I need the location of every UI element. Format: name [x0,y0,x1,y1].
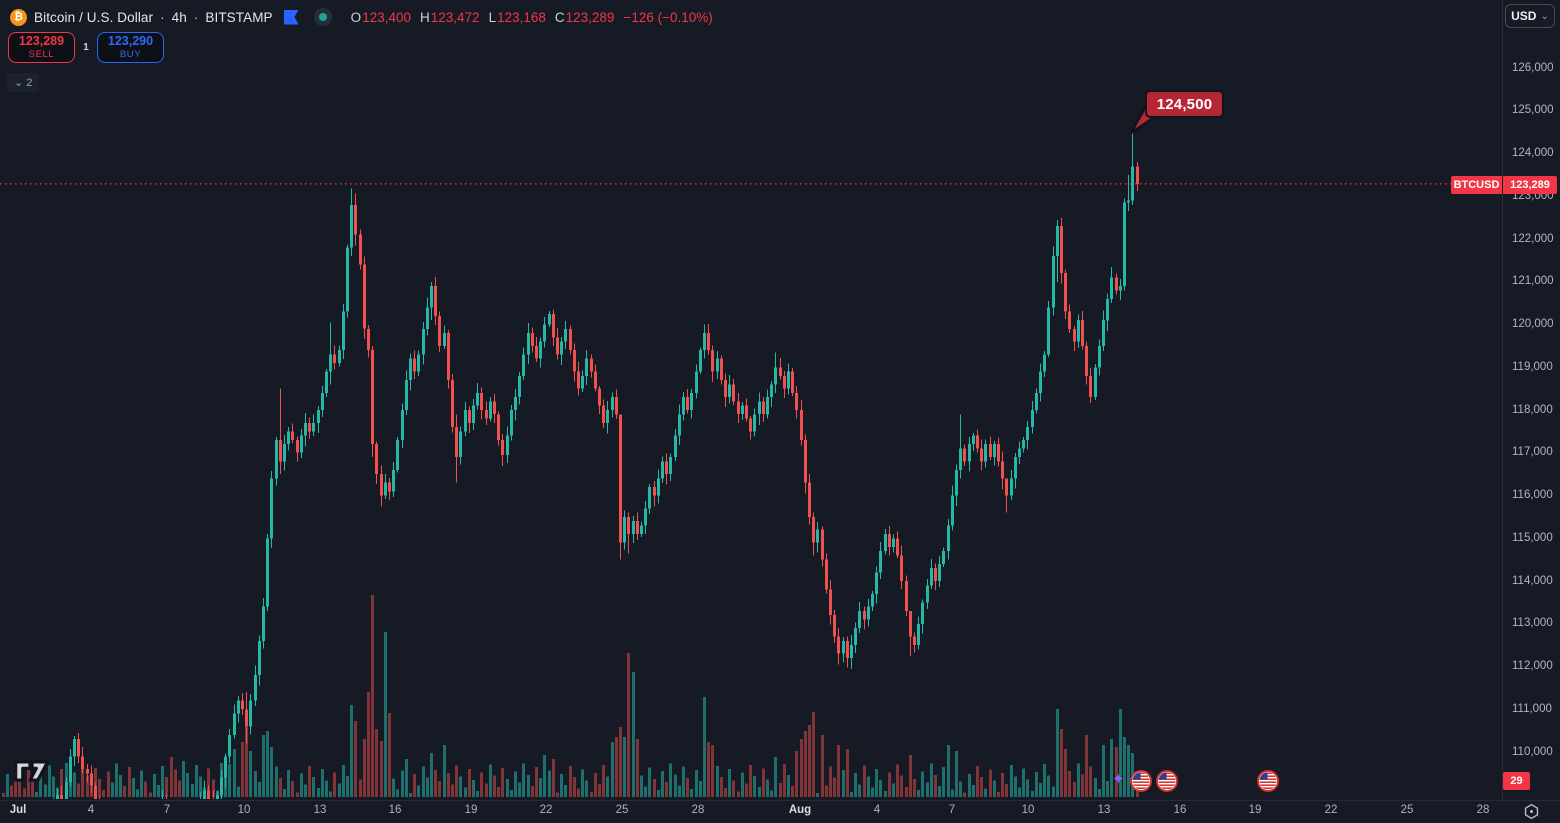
open-label: O [350,9,362,25]
time-tick-label: 19 [464,804,478,816]
price-tag-symbol: BTCUSD [1451,176,1502,194]
symbol-title[interactable]: Bitcoin / U.S. Dollar [34,9,154,25]
low-value: 123,168 [497,9,546,25]
time-tick-label: 4 [87,804,95,816]
axis-settings-icon[interactable] [1523,803,1540,823]
legend: ₿ Bitcoin / U.S. Dollar · 4h · BITSTAMP … [10,6,713,28]
trade-panel: 123,289 SELL 1 123,290 BUY [8,32,164,63]
time-tick-label: Jul [9,804,27,816]
market-status-icon[interactable] [313,8,332,26]
price-tick-label: 120,000 [1512,318,1554,330]
time-tick-label: 28 [1476,804,1490,816]
time-tick-label: 4 [873,804,881,816]
price-tick-label: 114,000 [1512,574,1553,587]
ohlc-values: O 123,400 H 123,472 L 123,168 C 123,289 −126… [351,10,713,25]
price-tick-label: 116,000 [1512,489,1553,501]
exchange-label[interactable]: BITSTAMP [205,9,273,25]
price-tick-label: 111,000 [1512,702,1552,715]
price-callout[interactable]: 124,500 [1145,90,1224,118]
price-tick-label: 124,000 [1512,147,1554,159]
time-tick-label: 10 [1021,804,1035,816]
economic-event-us-flag-icon[interactable] [1156,770,1178,797]
buy-button[interactable]: 123,290 BUY [97,32,164,63]
price-axis-separator [1502,0,1503,800]
price-tick-label: 125,000 [1512,104,1554,117]
high-value: 123,472 [430,9,480,25]
tradingview-logo[interactable] [13,756,51,791]
price-tick-label: 121,000 [1512,275,1554,288]
flag-symbol-icon[interactable] [283,9,299,25]
chevron-down-icon: ⌄ [1540,10,1549,22]
time-tick-label: 22 [1324,804,1338,816]
spread-value: 1 [83,42,89,53]
time-tick-label: 13 [1097,804,1111,816]
time-tick-label: 10 [237,804,251,816]
price-tick-label: 115,000 [1512,531,1553,544]
time-tick-label: 19 [1248,804,1262,816]
buy-label: BUY [119,48,142,60]
economic-event-us-flag-icon[interactable] [1130,770,1152,797]
price-tick-label: 110,000 [1512,745,1553,758]
price-tick-label: 118,000 [1512,403,1553,416]
price-tick-label: 113,000 [1512,617,1553,630]
sell-price: 123,289 [18,34,65,49]
collapse-count: 2 [26,76,33,89]
chevron-down-icon: ⌄ [14,77,24,89]
open-value: 123,400 [362,9,411,25]
bitcoin-icon: ₿ [10,8,27,26]
time-tick-label: 13 [313,804,327,816]
time-tick-label: 25 [1400,804,1414,816]
candlestick-series [53,130,1139,799]
time-tick-label: 16 [1173,804,1187,816]
high-label: H [420,9,430,25]
close-label: C [554,9,565,25]
time-tick-label: 16 [388,804,402,816]
currency-value: USD [1511,9,1537,23]
close-value: 123,289 [565,9,615,25]
price-tick-label: 126,000 [1512,61,1554,74]
low-label: L [488,9,497,25]
currency-selector[interactable]: USD ⌄ [1505,4,1555,28]
buy-price: 123,290 [107,34,154,49]
interval-label[interactable]: 4h [171,9,187,25]
volume-scale-badge: 29 [1503,772,1530,790]
price-tick-label: 117,000 [1512,446,1553,459]
change-value: −126 (−0.10%) [623,9,713,25]
last-price-tag: BTCUSD 123,289 [1451,176,1557,194]
economic-event-us-flag-icon[interactable] [1257,770,1279,797]
price-tick-label: 112,000 [1512,660,1553,672]
time-tick-label: Aug [788,804,812,816]
legend-collapse-chip[interactable]: ⌄ 2 [7,73,40,92]
sell-label: SELL [28,48,55,60]
time-tick-label: 22 [539,804,553,816]
sell-button[interactable]: 123,289 SELL [8,32,75,63]
volume-series [2,595,1139,797]
time-tick-label: 28 [691,804,705,816]
time-tick-label: 7 [163,804,171,816]
event-sparkle-icon: ✦ [1112,771,1125,788]
price-tick-label: 119,000 [1512,360,1553,373]
legend-separator: · [160,9,165,25]
time-tick-label: 7 [948,804,956,816]
price-tick-label: 122,000 [1512,232,1554,245]
time-tick-label: 25 [615,804,629,816]
legend-separator: · [193,9,199,25]
time-axis-separator [0,800,1560,801]
price-tag-value: 123,289 [1503,176,1557,194]
